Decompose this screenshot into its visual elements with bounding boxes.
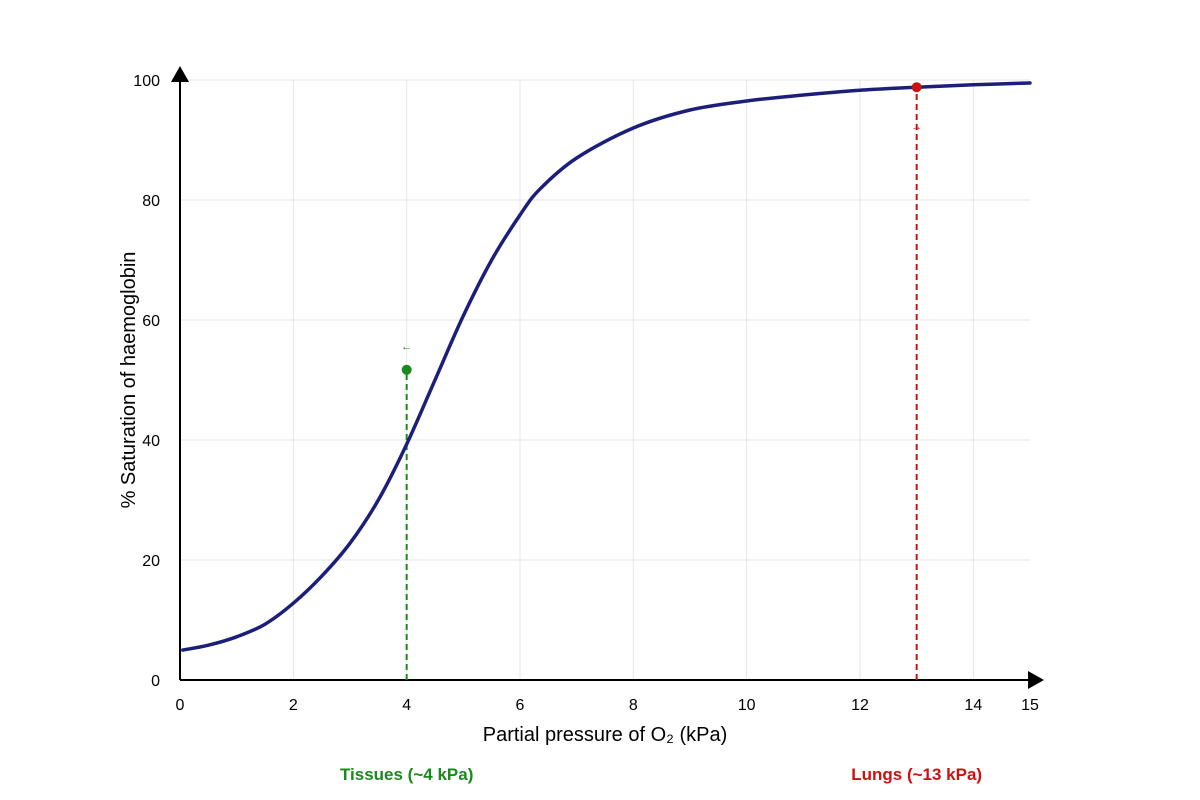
x-axis-title: Partial pressure of O₂ (kPa) [483,724,728,746]
y-tick-label: 80 [142,193,160,210]
annotation-label: Tissues (~4 kPa) [340,765,473,784]
annotation-arrow-icon: ← [401,341,412,353]
y-tick-label: 100 [133,73,160,90]
y-tick-label: 0 [151,673,160,690]
tick-labels: 0 2 4 6 8 10 12 14 15 0 20 40 60 80 100 [133,73,1039,714]
x-tick-label: 4 [402,697,411,714]
y-axis-title: % Saturation of haemoglobin [118,252,140,509]
x-tick-label: 2 [289,697,298,714]
x-tick-label: 10 [738,697,756,714]
x-tick-label: 0 [176,697,185,714]
x-tick-label: 12 [851,697,869,714]
markers [401,82,922,375]
series [181,81,1032,652]
dissociation-curve [181,81,1032,652]
annotation-point [401,364,412,375]
x-axis-arrowhead [1028,671,1044,689]
x-tick-label: 15 [1021,697,1039,714]
annotations: ← Tissues (~4 kPa) → Lungs (~13 kPa) [340,87,982,784]
x-tick-label: 6 [516,697,525,714]
y-tick-label: 20 [142,553,160,570]
y-tick-label: 60 [142,313,160,330]
annotation-arrow-icon: → [911,121,922,133]
annotation-label: Lungs (~13 kPa) [851,765,982,784]
grid [180,79,1030,680]
x-tick-label: 8 [629,697,638,714]
annotation-point [911,82,922,93]
y-axis-arrowhead [171,66,189,82]
x-tick-label: 14 [964,697,982,714]
y-tick-label: 40 [142,433,160,450]
axes [171,66,1044,689]
